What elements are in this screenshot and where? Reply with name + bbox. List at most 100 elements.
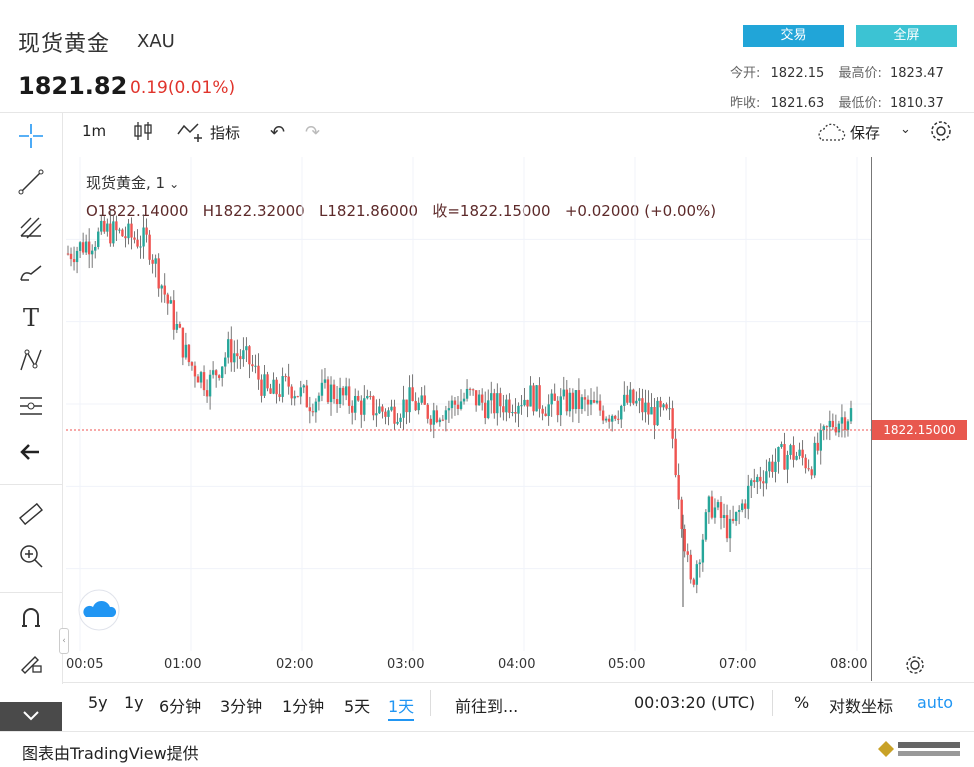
- axis-settings-icon[interactable]: [902, 652, 928, 682]
- candle-body: [154, 258, 157, 264]
- indicators-icon[interactable]: [176, 120, 206, 146]
- candle-body: [269, 388, 272, 394]
- redo-icon[interactable]: ↷: [305, 122, 321, 143]
- sidebar-handle[interactable]: ‹: [59, 628, 69, 654]
- candle-body: [208, 374, 212, 397]
- tradingview-logo-icon[interactable]: [78, 589, 120, 631]
- candle-body: [571, 392, 575, 410]
- candle-body: [378, 406, 381, 414]
- candle-body: [202, 372, 206, 391]
- candle-body: [163, 285, 166, 295]
- range-6min[interactable]: 6分钟: [159, 697, 202, 716]
- range-1min[interactable]: 1分钟: [282, 697, 325, 716]
- timezone-clock[interactable]: 00:03:20 (UTC): [634, 693, 756, 712]
- range-3min[interactable]: 3分钟: [220, 697, 263, 716]
- candle-body: [783, 444, 786, 470]
- range-1y[interactable]: 1y: [124, 693, 144, 712]
- candle-body: [656, 400, 659, 426]
- candle-body: [299, 387, 302, 397]
- candle-body: [220, 366, 224, 378]
- back-arrow-icon[interactable]: [14, 438, 48, 472]
- candle-body: [526, 399, 529, 407]
- candle-body: [402, 399, 405, 418]
- series-legend-name[interactable]: 现货黄金, 1 ⌄: [86, 172, 179, 193]
- chevron-down-icon[interactable]: ⌄: [900, 122, 911, 137]
- trend-line-icon[interactable]: [14, 168, 48, 202]
- last-price-tag: 1822.15000: [872, 420, 967, 440]
- candle-body: [607, 418, 611, 422]
- candle-body: [417, 402, 420, 411]
- range-1d[interactable]: 1天: [388, 693, 415, 721]
- brush-icon[interactable]: [14, 258, 48, 292]
- candle-body: [523, 399, 526, 406]
- candle-body: [683, 528, 686, 552]
- fullscreen-button[interactable]: 全屏: [856, 25, 957, 47]
- candle-body: [792, 445, 795, 460]
- settings-gear-icon[interactable]: [928, 118, 954, 148]
- candle-body: [740, 503, 744, 511]
- candle-body: [287, 376, 290, 387]
- candle-body: [777, 446, 780, 462]
- candle-body: [710, 496, 714, 518]
- candle-body: [562, 389, 565, 397]
- x-tick-label: 05:00: [608, 657, 646, 672]
- candle-body: [272, 379, 275, 394]
- candle-body: [181, 327, 185, 358]
- text-tool-icon[interactable]: T: [22, 304, 39, 332]
- candle-body: [843, 417, 847, 430]
- candle-body: [435, 410, 439, 423]
- candle-body: [236, 353, 239, 357]
- candle-body: [810, 469, 813, 476]
- candle-body: [363, 398, 366, 415]
- sidebar-separator-2: [0, 592, 62, 593]
- pattern-icon[interactable]: [14, 346, 48, 380]
- candles-icon[interactable]: [132, 120, 154, 146]
- fib-tool-icon[interactable]: [14, 214, 48, 248]
- zoom-in-icon[interactable]: [14, 542, 48, 576]
- trade-button[interactable]: 交易: [743, 25, 844, 47]
- candle-body: [136, 239, 139, 247]
- percent-toggle[interactable]: %: [794, 693, 810, 712]
- lock-draw-icon[interactable]: [14, 648, 48, 682]
- candle-body: [66, 253, 70, 255]
- candle-body: [626, 394, 629, 403]
- candle-body: [317, 395, 321, 402]
- candle-body: [674, 438, 677, 476]
- candle-body: [453, 400, 457, 405]
- bottom-separator-2: [772, 690, 773, 716]
- save-button[interactable]: 保存: [850, 124, 881, 142]
- measure-icon[interactable]: [14, 392, 48, 426]
- candle-body: [414, 401, 417, 411]
- range-5y[interactable]: 5y: [88, 693, 108, 712]
- collapse-toolbar-button[interactable]: [0, 702, 62, 732]
- candle-body: [369, 395, 372, 397]
- candle-body: [617, 418, 620, 420]
- candle-body: [239, 356, 242, 360]
- ruler-icon[interactable]: [14, 500, 48, 534]
- watermark-logo-icon: [874, 736, 966, 766]
- candle-body: [601, 410, 605, 421]
- price-chart[interactable]: [66, 157, 872, 651]
- candle-body: [759, 476, 762, 482]
- candle-body: [641, 398, 644, 413]
- magnet-icon[interactable]: [14, 604, 48, 638]
- range-5d[interactable]: 5天: [344, 697, 371, 716]
- indicators-button[interactable]: 指标: [210, 124, 241, 142]
- candle-body: [747, 485, 750, 509]
- log-scale-toggle[interactable]: 对数坐标: [829, 697, 894, 716]
- candle-body: [263, 374, 266, 396]
- prev-close-value: 1821.63: [770, 96, 825, 111]
- crosshair-icon[interactable]: [14, 122, 48, 156]
- auto-scale-toggle[interactable]: auto: [917, 693, 954, 712]
- candle-body: [768, 461, 771, 472]
- interval-button[interactable]: 1m: [82, 122, 107, 140]
- candle-body: [260, 379, 263, 396]
- candle-body: [375, 413, 378, 416]
- goto-button[interactable]: 前往到...: [455, 697, 519, 716]
- prev-close-label: 昨收:: [730, 96, 761, 111]
- candle-body: [632, 389, 635, 404]
- candle-body: [335, 399, 339, 405]
- candle-body: [756, 476, 759, 483]
- tradingview-credit[interactable]: 图表由TradingView提供: [22, 744, 199, 763]
- undo-icon[interactable]: ↶: [270, 122, 286, 143]
